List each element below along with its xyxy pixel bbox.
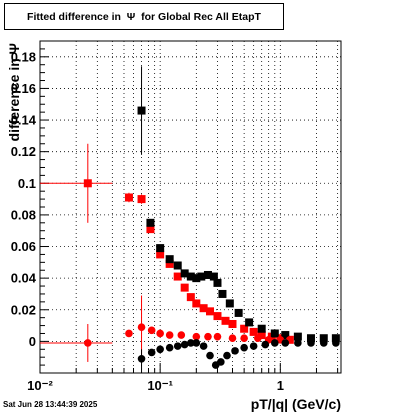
- data-point-square: [306, 334, 315, 343]
- data-point-circle: [156, 345, 164, 354]
- y-tick-label: 0.1: [18, 176, 36, 191]
- data-point-circle: [173, 342, 182, 350]
- data-point-circle: [147, 348, 156, 357]
- data-point-circle: [165, 331, 174, 339]
- data-point-square: [245, 318, 254, 327]
- chart-title-box: Fitted difference in Ψ for Global Rec Al…: [4, 3, 284, 30]
- chart-title: Fitted difference in Ψ for Global Rec Al…: [27, 11, 261, 23]
- data-point-square: [173, 272, 182, 281]
- y-tick-label: 0.18: [11, 49, 36, 64]
- plot-frame: [39, 40, 342, 374]
- data-point-circle: [156, 329, 164, 338]
- data-point-square: [173, 261, 182, 270]
- y-tick-label: 0.06: [11, 239, 36, 254]
- y-tick-label: 0.14: [11, 113, 37, 128]
- data-point-circle: [180, 340, 189, 349]
- data-point-square: [206, 307, 215, 316]
- y-tick-label: 0.08: [11, 207, 36, 222]
- data-point-square: [137, 106, 146, 115]
- data-point-square: [146, 225, 155, 234]
- data-point-square: [165, 255, 174, 264]
- data-point-circle: [332, 339, 340, 347]
- data-point-circle: [192, 339, 201, 347]
- data-point-circle: [240, 334, 248, 343]
- data-point-square: [234, 308, 243, 317]
- data-point-square: [293, 332, 302, 341]
- data-point-circle: [206, 351, 214, 360]
- data-point-circle: [204, 332, 212, 341]
- data-point-square: [165, 259, 174, 268]
- data-point-square: [180, 283, 189, 292]
- x-tick-label: 10⁻¹: [147, 378, 173, 393]
- x-axis-label: pT/|q| (GeV/c): [251, 396, 341, 412]
- data-point-circle: [249, 342, 258, 350]
- data-point-square: [203, 270, 212, 279]
- data-point-circle: [240, 343, 248, 352]
- data-point-circle: [307, 339, 315, 347]
- data-point-square: [186, 272, 195, 281]
- data-point-square: [156, 244, 165, 253]
- data-point-circle: [281, 339, 290, 347]
- data-point-square: [156, 250, 165, 259]
- data-point-circle: [319, 339, 328, 347]
- data-point-circle: [271, 339, 279, 347]
- data-point-square: [199, 304, 208, 313]
- y-axis-label: difference in Ψ: [6, 43, 22, 141]
- data-point-circle: [228, 334, 237, 343]
- data-point-circle: [165, 343, 174, 352]
- data-point-square: [228, 319, 237, 328]
- data-point-square: [281, 331, 290, 340]
- data-point-square: [221, 316, 230, 325]
- data-point-square: [197, 272, 206, 281]
- data-point-circle: [223, 351, 231, 360]
- data-point-square: [186, 293, 195, 302]
- data-point-square: [270, 329, 279, 338]
- data-point-square: [218, 289, 227, 298]
- data-point-square: [146, 218, 155, 227]
- data-point-square: [249, 327, 258, 336]
- y-tick-label: 0: [29, 334, 36, 349]
- data-point-square: [257, 331, 266, 340]
- data-point-circle: [217, 358, 225, 366]
- data-point-square: [319, 334, 328, 343]
- data-point-circle: [137, 354, 146, 363]
- y-tick-label: 0.04: [11, 271, 37, 286]
- data-point-square: [192, 299, 201, 308]
- x-tick-label: 1: [277, 378, 284, 393]
- y-tick-label: 0.16: [11, 81, 36, 96]
- data-point-square: [192, 274, 201, 283]
- data-point-circle: [213, 332, 222, 341]
- data-point-circle: [125, 329, 133, 338]
- data-point-square: [213, 278, 222, 287]
- data-point-square: [180, 269, 189, 278]
- y-tick-label: 0.02: [11, 302, 36, 317]
- data-point-circle: [177, 331, 186, 339]
- data-point-square: [225, 299, 234, 308]
- x-tick-label: 10⁻²: [27, 378, 53, 393]
- data-point-square: [257, 324, 266, 333]
- data-point-square: [124, 193, 133, 202]
- data-point-circle: [294, 339, 302, 347]
- data-point-circle: [137, 323, 146, 331]
- data-point-square: [209, 272, 218, 281]
- data-point-square: [137, 195, 146, 204]
- y-tick-label: 0.12: [11, 144, 36, 159]
- data-point-square: [213, 312, 222, 321]
- data-point-circle: [261, 340, 270, 349]
- data-point-circle: [254, 334, 262, 343]
- timestamp: Sat Jun 28 13:44:39 2025: [3, 400, 98, 409]
- data-point-circle: [147, 326, 156, 335]
- data-point-square: [83, 179, 92, 188]
- data-point-circle: [199, 342, 208, 350]
- data-point-circle: [231, 347, 239, 355]
- data-point-square: [331, 334, 340, 343]
- data-point-circle: [192, 332, 201, 341]
- data-point-square: [240, 324, 249, 333]
- data-point-circle: [187, 339, 195, 347]
- data-point-circle: [84, 339, 92, 347]
